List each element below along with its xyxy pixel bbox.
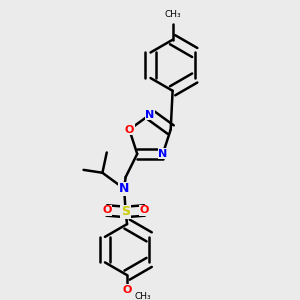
Text: O: O [102, 206, 111, 215]
Text: O: O [124, 124, 134, 135]
Text: O: O [122, 285, 132, 295]
Text: S: S [121, 206, 130, 218]
Text: N: N [158, 149, 167, 159]
Text: N: N [146, 110, 154, 120]
Text: N: N [119, 182, 129, 195]
Text: O: O [140, 206, 149, 215]
Text: CH₃: CH₃ [164, 10, 181, 19]
Text: CH₃: CH₃ [134, 292, 151, 300]
